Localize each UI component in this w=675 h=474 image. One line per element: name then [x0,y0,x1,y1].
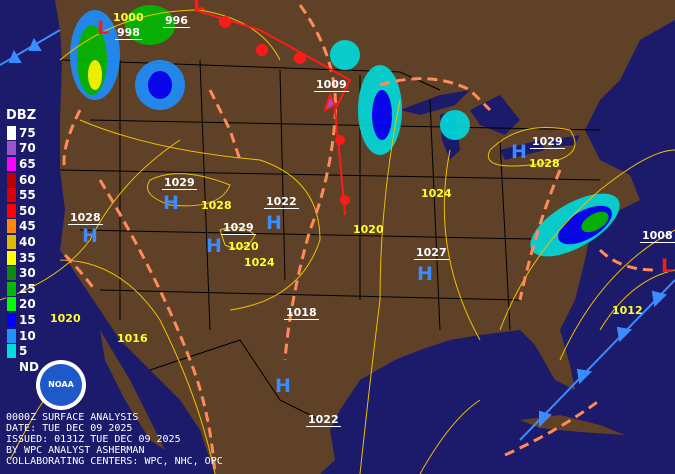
legend-label: 60 [19,172,36,187]
center-pressure-996: 996 [163,14,190,28]
high-pressure-center: H [266,212,282,234]
legend-swatch [6,296,17,313]
legend-label: 70 [19,141,36,156]
high-pressure-center: H [163,192,179,214]
legend-item: 20 [6,296,46,313]
legend-label: 55 [19,188,36,203]
legend-item: 65 [6,155,46,172]
high-pressure-center: H [417,263,433,285]
collaborating-centers: COLLABORATING CENTERS: WPC, NHC, OPC [6,456,223,467]
high-pressure-center: H [275,375,291,397]
legend-label: 75 [19,125,36,140]
legend-label: 10 [19,328,36,343]
baja-california [100,330,165,450]
low-pressure-center: L [97,17,110,39]
troughs [62,4,656,474]
legend-swatch [6,311,17,328]
legend-item: 35 [6,249,46,266]
legend-item: 55 [6,187,46,204]
legend-label: 15 [19,312,36,327]
center-pressure-1008: 1008 [640,229,675,243]
warm-fronts [194,9,352,216]
legend-swatch [6,265,17,282]
center-pressure-1029-co: 1029 [221,221,256,235]
center-pressure-1027: 1027 [414,246,449,260]
legend-item: 15 [6,311,46,328]
analysis-date: DATE: TUE DEC 09 2025 [6,423,133,434]
legend-item: 50 [6,202,46,219]
legend-item: 30 [6,265,46,282]
center-pressure-998: 998 [115,26,142,40]
legend-item: 75 [6,124,46,141]
low-pressure-center: L [193,0,206,15]
isobar-label-1024-midwest: 1024 [421,187,452,200]
isobar-label-1012: 1012 [612,304,643,317]
isobar-label-1020-pacific: 1020 [50,312,81,325]
analysis-info: 0000Z SURFACE ANALYSIS DATE: TUE DEC 09 … [6,412,223,467]
center-pressure-1022: 1022 [264,195,299,209]
legend-item: 25 [6,280,46,297]
center-pressure-1009: 1009 [314,78,349,92]
legend-item: 45 [6,218,46,235]
legend-label: ND [19,359,40,374]
legend-swatch [6,171,17,188]
legend-swatch [6,343,17,360]
legend-label: 5 [19,344,28,359]
legend-swatch [6,218,17,235]
center-pressure-1029-west: 1029 [162,176,197,190]
high-pressure-center: H [82,225,98,247]
center-pressure-1022-gulf: 1022 [306,413,341,427]
isobars [0,9,675,474]
center-pressure-1028: 1028 [68,211,103,225]
legend-swatch [6,249,17,266]
legend-swatch [6,358,17,375]
legend-item: 60 [6,171,46,188]
legend-swatch [6,327,17,344]
isobar-label-1024: 1024 [244,256,275,269]
legend-swatch [6,187,17,204]
analyst: BY WPC ANALYST ASHERMAN [6,445,145,456]
analysis-title: 0000Z SURFACE ANALYSIS [6,412,139,423]
legend-item: 40 [6,233,46,250]
radar-echoes [70,5,620,257]
legend-label: 50 [19,203,36,218]
political-borders [59,59,601,421]
legend-swatch [6,140,17,157]
legend-swatch [6,233,17,250]
legend-item: ND [6,358,46,375]
isobar-label-1028: 1028 [201,199,232,212]
issued-time: ISSUED: 0131Z TUE DEC 09 2025 [6,434,181,445]
legend-swatch [6,280,17,297]
legend-item: 5 [6,343,46,360]
isobar-label-1020: 1020 [228,240,259,253]
legend-swatch [6,124,17,141]
legend-label: 45 [19,219,36,234]
legend-title: DBZ [6,108,37,123]
legend-label: 40 [19,234,36,249]
dbz-legend: DBZ 75 70 65 60 55 50 45 40 35 30 25 20 15 10 5 ND [6,108,46,375]
legend-label: 25 [19,281,36,296]
high-pressure-center: H [511,141,527,163]
isobar-label-1000: 1000 [113,11,144,24]
legend-label: 35 [19,250,36,265]
cold-fronts [0,29,675,441]
high-pressure-center: H [206,235,222,257]
isobar-label-1028-east: 1028 [529,157,560,170]
noaa-logo: NOAA [36,360,86,410]
isobar-label-1020-plains: 1020 [353,223,384,236]
legend-swatch [6,155,17,172]
center-pressure-1018: 1018 [284,306,319,320]
legend-item: 70 [6,140,46,157]
low-pressure-center: L [661,255,674,277]
legend-label: 30 [19,266,36,281]
isobar-label-1016: 1016 [117,332,148,345]
legend-label: 65 [19,156,36,171]
center-pressure-1029-east: 1029 [530,135,565,149]
legend-label: 20 [19,297,36,312]
legend-swatch [6,202,17,219]
legend-item: 10 [6,327,46,344]
